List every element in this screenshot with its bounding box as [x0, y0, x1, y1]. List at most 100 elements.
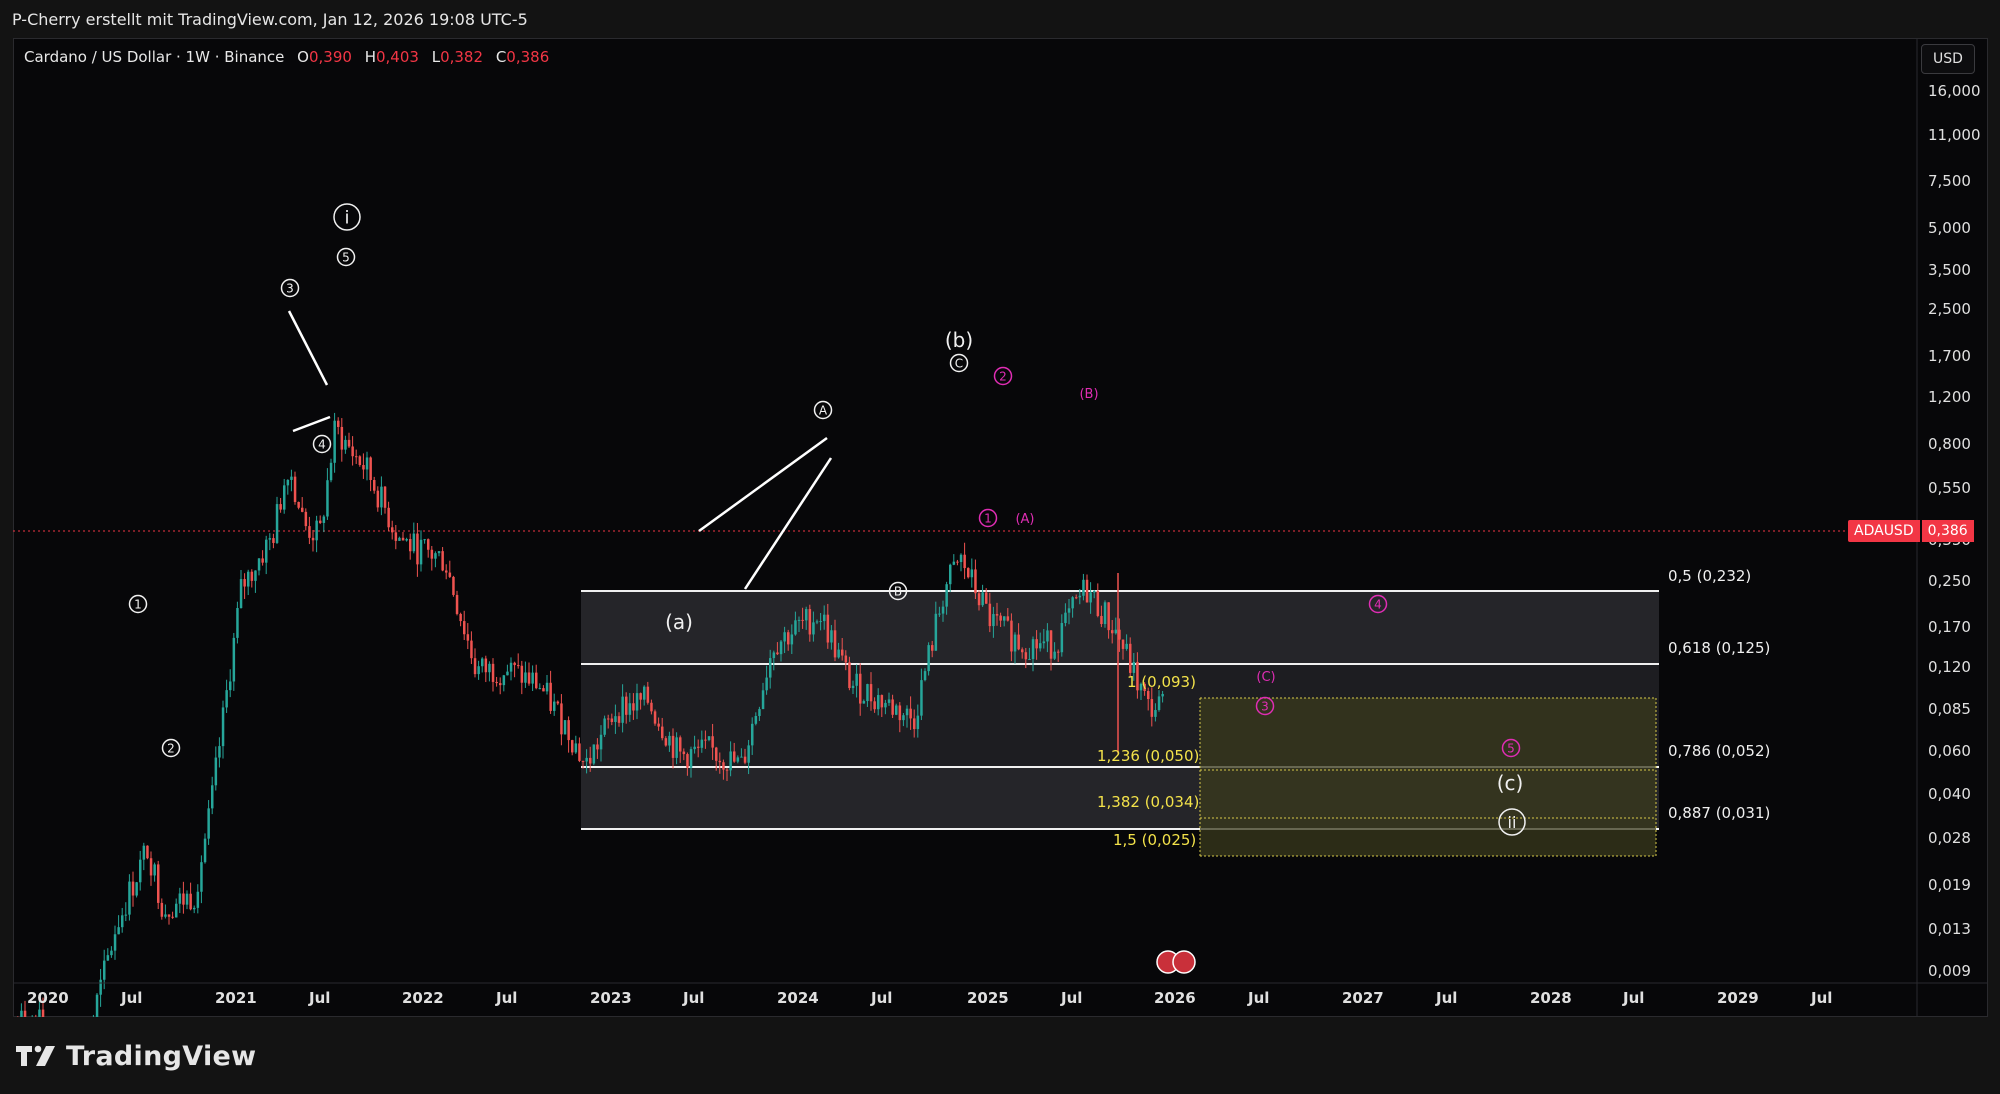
- candle-body: [373, 480, 376, 491]
- candle-body: [941, 606, 945, 614]
- candle-body: [664, 738, 668, 746]
- candle-body: [758, 709, 761, 716]
- candle-body: [538, 688, 542, 690]
- candle-body: [610, 718, 614, 722]
- candle-body: [272, 538, 275, 543]
- candle-body: [121, 915, 124, 928]
- candle-body: [1139, 683, 1143, 691]
- candle-body: [902, 715, 905, 721]
- candle-body: [473, 658, 477, 675]
- candle-body: [214, 757, 218, 786]
- candle-body: [862, 701, 866, 704]
- candle-body: [448, 572, 452, 577]
- last-price-tag: ADAUSD 0,386: [1848, 520, 1974, 542]
- candle-body: [898, 705, 902, 721]
- wave-count-circle: [336, 247, 356, 267]
- candle-body: [549, 682, 552, 711]
- candle-body: [445, 570, 448, 573]
- candle-body: [520, 665, 524, 683]
- time-tick-label: Jul: [308, 989, 330, 1007]
- candle-body: [340, 426, 344, 450]
- candle-body: [459, 613, 462, 622]
- low-value: 0,382: [440, 48, 484, 66]
- candle-body: [182, 893, 185, 905]
- candle-body: [851, 685, 855, 689]
- price-tick-label: 1,200: [1928, 388, 1971, 406]
- candle-body: [952, 561, 956, 565]
- candle-body: [581, 760, 585, 762]
- candle-body: [1053, 651, 1056, 659]
- wave-count-circle: [161, 738, 181, 758]
- trend-lines[interactable]: [287, 310, 833, 590]
- fib-extension-label: 1,236 (0,050): [1097, 747, 1199, 765]
- price-tick-label: 2,500: [1928, 300, 1971, 318]
- candle-body: [502, 675, 506, 686]
- candle-body: [617, 716, 621, 723]
- candle-body: [873, 701, 876, 710]
- candle-body: [1010, 620, 1013, 652]
- candle-body: [286, 479, 290, 486]
- candle-body: [934, 613, 938, 651]
- candle-body: [344, 439, 347, 450]
- candle-body: [1021, 649, 1024, 653]
- candle-body: [405, 539, 408, 541]
- candle-body: [981, 592, 984, 606]
- footer: [0, 1017, 2000, 1094]
- price-tick-label: 1,700: [1928, 347, 1971, 365]
- candle-body: [859, 673, 862, 704]
- candle-body: [909, 708, 912, 719]
- candle-body: [920, 680, 923, 716]
- currency-button[interactable]: USD: [1921, 44, 1975, 74]
- candle-body: [895, 705, 898, 715]
- close-value: 0,386: [506, 48, 550, 66]
- fib-extension-tool[interactable]: [1199, 697, 1657, 857]
- candle-body: [1100, 615, 1103, 625]
- candle-body: [866, 684, 869, 702]
- candle-body: [387, 507, 390, 528]
- candle-body: [124, 914, 128, 916]
- time-tick-label: 2029: [1717, 989, 1759, 1007]
- price-axis[interactable]: 16,000 11,000 7,500 5,000 3,500 2,500 1,700 1,2…: [1916, 38, 1981, 1017]
- price-tick-label: 0,019: [1928, 876, 1971, 894]
- candle-body: [193, 907, 196, 910]
- candle-body: [164, 914, 167, 917]
- candle-body: [974, 569, 977, 594]
- candle-body: [221, 707, 225, 747]
- candle-body: [967, 568, 970, 578]
- candle-body: [592, 744, 596, 764]
- tradingview-logo[interactable]: TradingView: [16, 1040, 256, 1072]
- economic-events-icon[interactable]: [1156, 950, 1196, 974]
- candle-body: [117, 927, 120, 935]
- time-axis[interactable]: 2020 Jul 2021 Jul 2022 Jul 2023 Jul 2024 Jul 2025 J…: [13, 982, 1988, 1007]
- candle-body: [596, 744, 599, 750]
- chart-frame[interactable]: [13, 38, 1988, 1017]
- symbol-legend[interactable]: Cardano / US Dollar · 1W · Binance O0,39…: [24, 48, 549, 66]
- candle-body: [923, 671, 927, 681]
- candle-body: [481, 658, 484, 667]
- candle-body: [1078, 595, 1082, 598]
- candle-body: [437, 551, 441, 554]
- candle-body: [995, 614, 999, 616]
- candle-body: [391, 527, 394, 533]
- time-tick-label: 2027: [1342, 989, 1384, 1007]
- candle-body: [419, 539, 423, 565]
- candle-body: [322, 516, 326, 523]
- candle-body: [783, 632, 786, 642]
- candle-body: [668, 735, 671, 746]
- candle-body: [614, 716, 617, 722]
- candle-body: [135, 882, 138, 896]
- fib-retracement-label: 0,5 (0,232): [1668, 567, 1751, 585]
- candle-body: [146, 845, 149, 859]
- wave-count-label: C: [955, 356, 963, 370]
- candle-body: [113, 934, 117, 951]
- fib-extension-label: 1,5 (0,025): [1113, 831, 1196, 849]
- candle-body: [938, 613, 941, 615]
- price-tick-label: 5,000: [1928, 219, 1971, 237]
- candle-body: [1161, 693, 1164, 697]
- candle-body: [661, 726, 664, 739]
- candle-body: [988, 603, 992, 627]
- candle-body: [772, 652, 776, 659]
- wave-degree-label: (B): [1079, 387, 1098, 402]
- candle-body: [203, 838, 207, 863]
